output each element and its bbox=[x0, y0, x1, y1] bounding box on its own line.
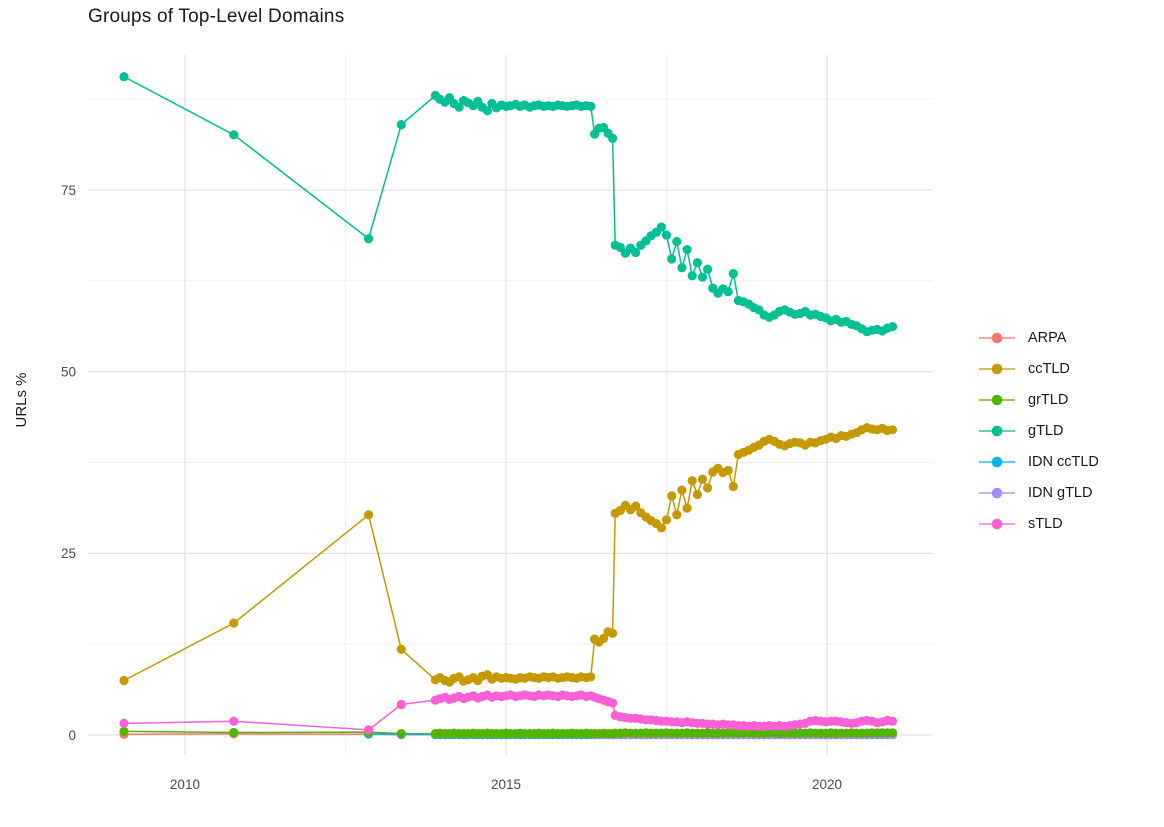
chart-title: Groups of Top-Level Domains bbox=[88, 6, 345, 27]
legend-key-icon bbox=[979, 518, 1015, 529]
y-tick-label: 0 bbox=[68, 728, 76, 743]
legend-item-grtld: grTLD bbox=[978, 384, 1099, 415]
legend-key-icon bbox=[979, 332, 1015, 343]
x-tick-label: 2010 bbox=[170, 777, 200, 792]
legend-item-label: ARPA bbox=[1028, 329, 1067, 346]
series-points-gtld bbox=[119, 72, 898, 337]
legend-item-idn-gtld: IDN gTLD bbox=[978, 477, 1099, 508]
axis-tick-labels: 2010 2015 2020 0 25 50 75 bbox=[61, 183, 842, 792]
legend-key-icon bbox=[979, 363, 1015, 374]
legend-key-icon bbox=[979, 487, 1015, 498]
legend-item-label: sTLD bbox=[1028, 515, 1063, 532]
legend-item-arpa: ARPA bbox=[978, 322, 1099, 353]
gridlines-major bbox=[88, 55, 933, 755]
x-tick-label: 2015 bbox=[491, 777, 521, 792]
legend-key-icon bbox=[979, 394, 1015, 405]
y-tick-label: 25 bbox=[61, 546, 76, 561]
y-tick-label: 75 bbox=[61, 183, 76, 198]
legend-item-label: ccTLD bbox=[1028, 360, 1070, 377]
legend-key-icon bbox=[979, 425, 1015, 436]
legend-item-stld: sTLD bbox=[978, 508, 1099, 539]
legend-item-label: grTLD bbox=[1028, 391, 1069, 408]
y-tick-label: 50 bbox=[61, 364, 76, 379]
legend-key-icon bbox=[979, 456, 1015, 467]
x-tick-label: 2020 bbox=[812, 777, 842, 792]
series-points-stld bbox=[119, 690, 898, 735]
legend-item-label: gTLD bbox=[1028, 422, 1064, 439]
y-axis-title: URLs % bbox=[13, 372, 30, 428]
series-points-grtld bbox=[119, 726, 898, 739]
legend-item-label: IDN gTLD bbox=[1028, 484, 1093, 501]
series-line-gtld bbox=[123, 76, 893, 333]
legend-item-cctld: ccTLD bbox=[978, 353, 1099, 384]
legend: ARPA ccTLD grTLD gTLD IDN ccTLD IDN gTLD sTLD bbox=[978, 322, 1099, 539]
series-points-cctld bbox=[119, 423, 898, 687]
gridlines-minor bbox=[88, 55, 933, 755]
legend-item-gtld: gTLD bbox=[978, 415, 1099, 446]
legend-item-idn-cctld: IDN ccTLD bbox=[978, 446, 1099, 477]
legend-item-label: IDN ccTLD bbox=[1028, 453, 1099, 470]
